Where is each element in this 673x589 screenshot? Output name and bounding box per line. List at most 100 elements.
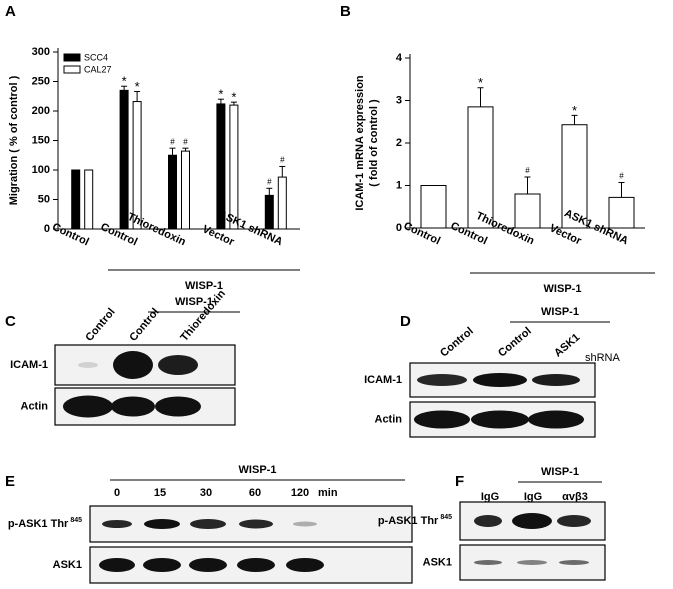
blot-band — [293, 521, 317, 527]
blot-band — [158, 355, 198, 375]
bar — [181, 150, 190, 230]
bar — [514, 193, 541, 229]
blot-band — [237, 558, 275, 572]
y-tick-label: 100 — [32, 164, 50, 176]
group-label: WISP-1 — [541, 306, 579, 318]
bar — [168, 154, 177, 230]
row-label: Actin — [375, 413, 403, 425]
lane-label: Control — [496, 325, 534, 359]
panel-label: E — [5, 473, 15, 490]
lane-label: 15 — [154, 487, 166, 499]
y-axis-label: ICAM-1 mRNA expression — [354, 75, 366, 211]
significance-marker: # — [619, 172, 624, 181]
significance-marker: # — [183, 137, 188, 146]
y-tick-label: 50 — [38, 193, 50, 205]
panel-label: B — [340, 3, 351, 20]
legend-label: SCC4 — [84, 52, 108, 62]
lane-label: 60 — [249, 487, 261, 499]
bar — [71, 169, 81, 230]
blot-band — [532, 374, 580, 386]
bar — [119, 89, 129, 230]
bar — [608, 196, 635, 229]
y-tick-label: 200 — [32, 105, 50, 117]
group-label: WISP-1 — [541, 466, 579, 478]
row-label: p-ASK1 Thr 845 — [8, 517, 82, 530]
blot-band — [99, 558, 135, 572]
blot-band — [474, 515, 502, 527]
y-tick-label: 2 — [396, 137, 402, 149]
panel-label: D — [400, 313, 411, 330]
bar — [277, 176, 287, 230]
lane-label: Control — [438, 325, 476, 359]
blot-band — [144, 519, 180, 529]
row-label-text: p-ASK1 Thr — [378, 515, 439, 527]
blot-band — [414, 410, 470, 429]
group-label: WISP-1 — [544, 283, 582, 295]
lane-label: ASK1 — [552, 331, 582, 359]
row-label: ICAM-1 — [364, 374, 402, 386]
lane-label: Control — [127, 306, 161, 344]
blot-band — [102, 520, 132, 528]
significance-marker: * — [478, 75, 483, 90]
bar — [132, 101, 142, 230]
blot-band — [189, 558, 227, 572]
blot-band — [286, 558, 324, 572]
bar — [561, 124, 588, 229]
row-label: Actin — [21, 400, 49, 412]
significance-marker: # — [525, 166, 530, 175]
y-tick-label: 0 — [396, 222, 402, 234]
significance-marker: * — [218, 87, 223, 102]
blot-band — [239, 519, 273, 529]
y-tick-label: 300 — [32, 46, 50, 58]
row-label: ASK1 — [423, 556, 452, 568]
blot-band — [190, 519, 226, 529]
panel-label: A — [5, 3, 16, 20]
blot-band — [557, 515, 591, 527]
blot-band — [143, 558, 181, 572]
y-tick-label: 250 — [32, 75, 50, 87]
lane-unit: min — [318, 487, 338, 499]
bar — [229, 104, 239, 230]
blot-band — [155, 396, 201, 417]
blot-band — [113, 351, 153, 379]
bar — [264, 194, 274, 230]
significance-marker: * — [122, 74, 127, 89]
row-label: p-ASK1 Thr 845 — [378, 514, 452, 527]
row-label-sup: 845 — [70, 517, 82, 524]
y-tick-label: 0 — [44, 223, 50, 235]
significance-marker: * — [572, 103, 577, 118]
lane-label: shRNA — [585, 352, 621, 364]
significance-marker: # — [267, 177, 272, 186]
row-label-sup: 845 — [440, 514, 452, 521]
blot-band — [512, 513, 552, 529]
significance-marker: # — [280, 156, 285, 165]
significance-marker: * — [135, 79, 140, 94]
y-tick-label: 150 — [32, 134, 50, 146]
significance-marker: # — [170, 137, 175, 146]
row-label-text: p-ASK1 Thr — [8, 518, 69, 530]
blot-band — [63, 395, 113, 418]
y-tick-label: 3 — [396, 94, 402, 106]
row-label: ICAM-1 — [10, 359, 48, 371]
bar — [84, 169, 94, 230]
legend-swatch — [63, 53, 81, 62]
legend-label: CAL27 — [84, 64, 112, 74]
blot-band — [78, 362, 98, 368]
lane-label: IgG — [524, 491, 542, 503]
blot-band — [417, 374, 467, 386]
blot-band — [111, 396, 155, 417]
bar — [420, 185, 447, 229]
blot-band — [528, 410, 584, 429]
y-tick-label: 4 — [396, 52, 403, 64]
group-label: WISP-1 — [239, 464, 277, 476]
legend-swatch — [63, 65, 81, 74]
lane-label: IgG — [481, 491, 499, 503]
blot-band — [559, 560, 589, 565]
y-tick-label: 1 — [396, 179, 402, 191]
blot-band — [471, 410, 529, 429]
blot-band — [517, 560, 547, 565]
lane-label: Control — [83, 306, 117, 344]
lane-label: 120 — [291, 487, 309, 499]
lane-label: 0 — [114, 487, 120, 499]
bar — [467, 106, 494, 229]
